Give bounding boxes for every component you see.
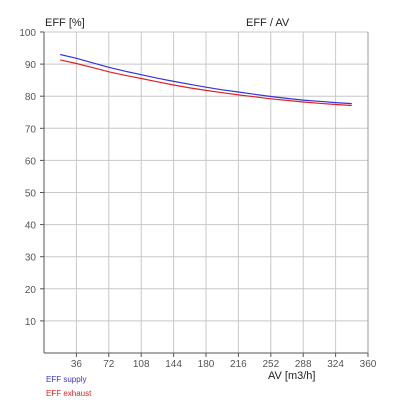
y-tick-label: 70 bbox=[25, 124, 37, 135]
x-tick-label: 108 bbox=[133, 359, 150, 370]
x-tick-label: 180 bbox=[198, 359, 215, 370]
x-tick-label: 216 bbox=[230, 359, 247, 370]
legend-entry-supply: EFF supply bbox=[46, 375, 86, 384]
y-tick-label: 50 bbox=[25, 189, 37, 200]
series-layer bbox=[60, 53, 352, 107]
y-tick-label: 60 bbox=[25, 156, 37, 167]
grid-layer bbox=[44, 31, 369, 353]
legend-entry-exhaust: EFF exhaust bbox=[46, 389, 92, 398]
axis-layer: 10 20 30 40 50 60 70 80 90 100 36 72 108 144 180 216 252… bbox=[19, 28, 376, 370]
x-tick-label: 252 bbox=[262, 359, 279, 370]
y-tick-label: 40 bbox=[25, 221, 37, 232]
x-axis-label: AV [m3/h] bbox=[268, 370, 315, 382]
y-tick-label: 30 bbox=[25, 253, 37, 264]
y-axis-label: EFF [%] bbox=[45, 17, 85, 29]
y-tick-label: 100 bbox=[19, 28, 36, 39]
y-tick-label: 80 bbox=[25, 92, 37, 103]
series-line-eff-supply bbox=[60, 53, 352, 105]
x-tick-label: 36 bbox=[71, 359, 83, 370]
label-layer: EFF [%] EFF / AV AV [m3/h] EFF supply EF… bbox=[45, 17, 315, 398]
y-tick-label: 10 bbox=[25, 317, 37, 328]
y-tick-label: 90 bbox=[25, 60, 37, 71]
series-line-eff-exhaust bbox=[60, 59, 352, 107]
x-tick-label: 288 bbox=[295, 359, 312, 370]
x-tick-label: 144 bbox=[165, 359, 182, 370]
x-tick-label: 72 bbox=[103, 359, 115, 370]
chart-title: EFF / AV bbox=[246, 17, 290, 29]
y-tick-label: 20 bbox=[25, 285, 37, 296]
x-tick-label: 360 bbox=[360, 359, 377, 370]
x-tick-label: 324 bbox=[327, 359, 344, 370]
